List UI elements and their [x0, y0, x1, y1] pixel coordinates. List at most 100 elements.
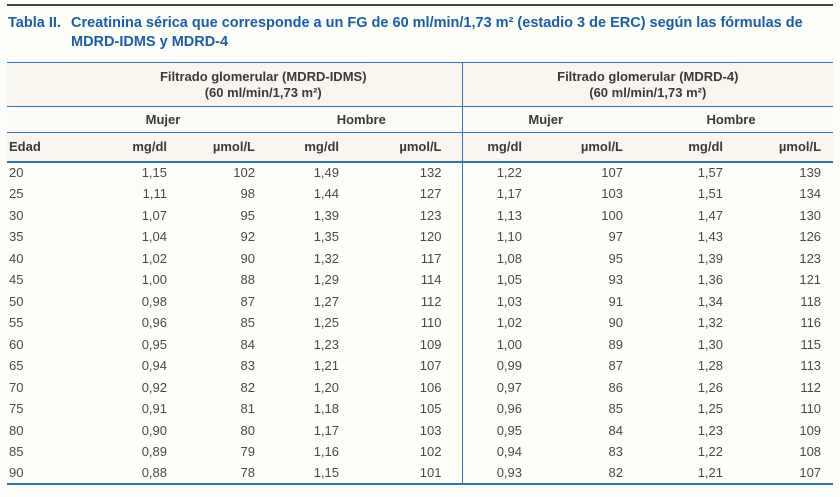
edad-cell: 45: [9, 272, 24, 288]
value-cell: 1,47: [697, 207, 723, 223]
value-cell: 1,57: [697, 165, 723, 181]
value-cell: 98: [240, 186, 255, 202]
value-cell: 0,95: [141, 336, 167, 352]
value-cell: 86: [608, 379, 623, 395]
value-cell: 0,91: [141, 401, 167, 417]
value-cell: 0,98: [141, 293, 167, 309]
value-cell: 0,96: [141, 315, 167, 331]
value-cell: 1,22: [697, 444, 723, 460]
edad-cell: 90: [9, 465, 24, 481]
value-cell: 107: [601, 165, 623, 181]
value-cell: 1,32: [697, 315, 723, 331]
value-cell: 80: [240, 422, 255, 438]
value-cell: 1,05: [461, 269, 528, 291]
table-title: Creatinina sérica que corresponde a un F…: [71, 15, 803, 50]
value-cell: 93: [608, 272, 623, 288]
value-cell: 0,96: [461, 398, 528, 420]
value-cell: 1,22: [461, 161, 528, 183]
value-cell: 120: [419, 229, 442, 245]
table-row: 90 0,88 78 1,15 101 0,93 82 1,21 107: [7, 462, 833, 484]
value-cell: 79: [240, 444, 255, 460]
value-cell: 1,15: [141, 165, 167, 181]
table-row: 55 0,96 85 1,25 110 1,02 90 1,32 116: [7, 312, 833, 334]
value-cell: 1,00: [141, 272, 167, 288]
table-row: 25 1,11 98 1,44 127 1,17 103 1,51 134: [7, 183, 833, 205]
edad-cell: 70: [9, 379, 24, 395]
group-sub: (60 ml/min/1,73 m²): [589, 84, 707, 100]
value-cell: 113: [800, 358, 822, 374]
value-cell: 1,10: [461, 226, 528, 248]
value-cell: 127: [419, 186, 442, 202]
value-cell: 89: [608, 336, 623, 352]
value-cell: 1,26: [697, 379, 723, 395]
value-cell: 1,44: [313, 186, 339, 202]
column-header: µmol/L: [580, 139, 623, 155]
table-row: 75 0,91 81 1,18 105 0,96 85 1,25 110: [7, 398, 833, 420]
edad-cell: 55: [9, 315, 24, 331]
value-cell: 103: [419, 422, 442, 438]
table-body: 20 1,15 102 1,49 132 1,22 107 1,57 139 25 1,11 98 1,…: [7, 161, 833, 484]
value-cell: 123: [419, 207, 442, 223]
value-cell: 107: [419, 358, 442, 374]
value-cell: 114: [420, 272, 442, 288]
group-header-mdrd-idms: Filtrado glomerular (MDRD-IDMS) (60 ml/m…: [65, 63, 462, 107]
value-cell: 1,51: [697, 186, 723, 202]
value-cell: 1,20: [313, 379, 339, 395]
value-cell: 0,95: [461, 419, 528, 441]
table-figure: Tabla II. Creatinina sérica que correspo…: [7, 4, 834, 485]
value-cell: 1,25: [697, 401, 723, 417]
value-cell: 1,17: [313, 422, 339, 438]
value-cell: 0,99: [461, 355, 528, 377]
edad-cell: 25: [9, 186, 24, 202]
column-header-edad: Edad: [9, 139, 41, 155]
edad-cell: 75: [9, 401, 24, 417]
edad-cell: 65: [9, 358, 24, 374]
sex-header-row: Mujer Hombre Mujer Hombre: [7, 106, 834, 133]
value-cell: 109: [419, 336, 442, 352]
edad-cell: 35: [9, 229, 24, 245]
value-cell: 0,97: [461, 376, 528, 398]
value-cell: 109: [799, 422, 822, 438]
value-cell: 1,27: [313, 293, 339, 309]
column-header: µmol/L: [778, 139, 822, 155]
group-name: Filtrado glomerular (MDRD-IDMS): [159, 68, 367, 84]
sex-header-mujer-mdrd4: Mujer: [461, 106, 629, 133]
value-cell: 0,92: [141, 379, 167, 395]
value-cell: 1,07: [141, 207, 167, 223]
value-cell: 1,21: [313, 358, 339, 374]
value-cell: 117: [420, 250, 442, 266]
table-row: 40 1,02 90 1,32 117 1,08 95 1,39 123: [7, 247, 833, 269]
value-cell: 1,43: [697, 229, 723, 245]
value-cell: 106: [419, 379, 442, 395]
value-cell: 1,30: [697, 336, 723, 352]
value-cell: 1,13: [461, 204, 528, 226]
value-cell: 1,39: [313, 207, 339, 223]
value-cell: 88: [240, 272, 255, 288]
edad-cell: 85: [9, 444, 24, 460]
value-cell: 102: [233, 165, 255, 181]
value-cell: 85: [608, 401, 623, 417]
value-cell: 1,21: [697, 465, 723, 481]
table-row: 85 0,89 79 1,16 102 0,94 83 1,22 108: [7, 441, 833, 463]
value-cell: 82: [240, 379, 255, 395]
table-row: 80 0,90 80 1,17 103 0,95 84 1,23 109: [7, 419, 833, 441]
value-cell: 0,88: [141, 465, 167, 481]
value-cell: 116: [800, 315, 822, 331]
value-cell: 83: [240, 358, 255, 374]
value-cell: 1,36: [697, 272, 723, 288]
value-cell: 95: [608, 250, 623, 266]
top-rule: [7, 4, 833, 6]
value-cell: 105: [419, 401, 442, 417]
value-cell: 1,49: [313, 165, 339, 181]
value-cell: 1,29: [313, 272, 339, 288]
table-row: 35 1,04 92 1,35 120 1,10 97 1,43 126: [7, 226, 833, 248]
value-cell: 1,03: [461, 290, 528, 312]
value-cell: 1,35: [313, 229, 339, 245]
value-cell: 1,23: [313, 336, 339, 352]
table-row: 50 0,98 87 1,27 112 1,03 91 1,34 118: [7, 290, 833, 312]
value-cell: 84: [240, 336, 255, 352]
value-cell: 1,23: [697, 422, 723, 438]
value-cell: 1,08: [461, 247, 528, 269]
edad-cell: 30: [9, 207, 24, 223]
column-header: µmol/L: [399, 139, 442, 155]
